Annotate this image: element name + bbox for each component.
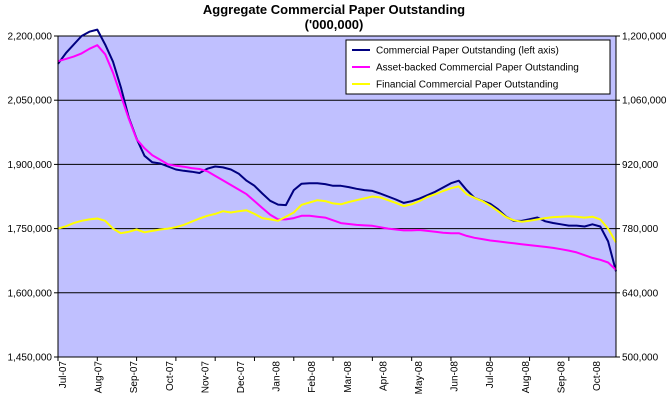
left-axis: 1,450,000 1,600,000 1,750,000 1,900,000 2,05… bbox=[8, 32, 59, 364]
left-tick-label: 1,900,000 bbox=[8, 160, 53, 171]
right-tick-label: 1,060,000 bbox=[622, 96, 667, 107]
x-tick-label: Sep-08 bbox=[556, 361, 567, 394]
left-tick-label: 2,050,000 bbox=[8, 96, 53, 107]
right-tick-label: 1,200,000 bbox=[622, 32, 667, 43]
x-axis: Jul-07 Aug-07 Sep-07 Oct-07 Nov-07 Dec-07 Jan-… bbox=[57, 356, 616, 395]
x-tick-label: Aug-08 bbox=[521, 361, 532, 394]
series-line-2 bbox=[57, 185, 617, 243]
legend-box bbox=[345, 39, 611, 95]
x-tick-label: Sep-07 bbox=[129, 361, 140, 394]
x-tick-label: Dec-07 bbox=[236, 361, 247, 394]
legend-label-1: Asset-backed Commercial Paper Outstandin… bbox=[376, 63, 579, 74]
x-tick-label: Nov-07 bbox=[200, 361, 211, 394]
right-tick-label: 500,000 bbox=[622, 353, 659, 364]
left-tick-label: 1,750,000 bbox=[8, 224, 53, 235]
chart-subtitle: ('000,000) bbox=[305, 17, 364, 32]
x-tick-label: Jul-08 bbox=[485, 361, 496, 389]
series-line-1 bbox=[57, 44, 617, 271]
right-tick-label: 640,000 bbox=[622, 288, 659, 299]
x-tick-label: Jan-08 bbox=[272, 361, 283, 392]
x-tick-label: Feb-08 bbox=[307, 361, 318, 393]
left-tick-label: 1,450,000 bbox=[8, 353, 53, 364]
right-tick-label: 920,000 bbox=[622, 160, 659, 171]
x-tick-label: Apr-08 bbox=[378, 361, 389, 391]
right-tick-label: 780,000 bbox=[622, 224, 659, 235]
legend: Commercial Paper Outstanding (left axis)… bbox=[345, 39, 611, 95]
x-tick-label: Jul-07 bbox=[58, 361, 69, 389]
x-tick-label: Oct-08 bbox=[592, 361, 603, 391]
legend-label-0: Commercial Paper Outstanding (left axis) bbox=[376, 46, 559, 57]
x-tick-label: Jun-08 bbox=[450, 361, 461, 392]
series-lines bbox=[57, 28, 617, 272]
x-tick-label: Oct-07 bbox=[165, 361, 176, 391]
x-tick-label: Aug-07 bbox=[94, 361, 105, 394]
x-tick-label: May-08 bbox=[414, 361, 425, 395]
x-tick-label: Mar-08 bbox=[343, 361, 354, 393]
left-tick-label: 2,200,000 bbox=[8, 32, 53, 43]
legend-label-2: Financial Commercial Paper Outstanding bbox=[376, 80, 558, 91]
right-axis: 500,000 640,000 780,000 920,000 1,060,000 1,2… bbox=[615, 32, 667, 364]
chart-title: Aggregate Commercial Paper Outstanding bbox=[203, 2, 465, 17]
left-tick-label: 1,600,000 bbox=[8, 288, 53, 299]
